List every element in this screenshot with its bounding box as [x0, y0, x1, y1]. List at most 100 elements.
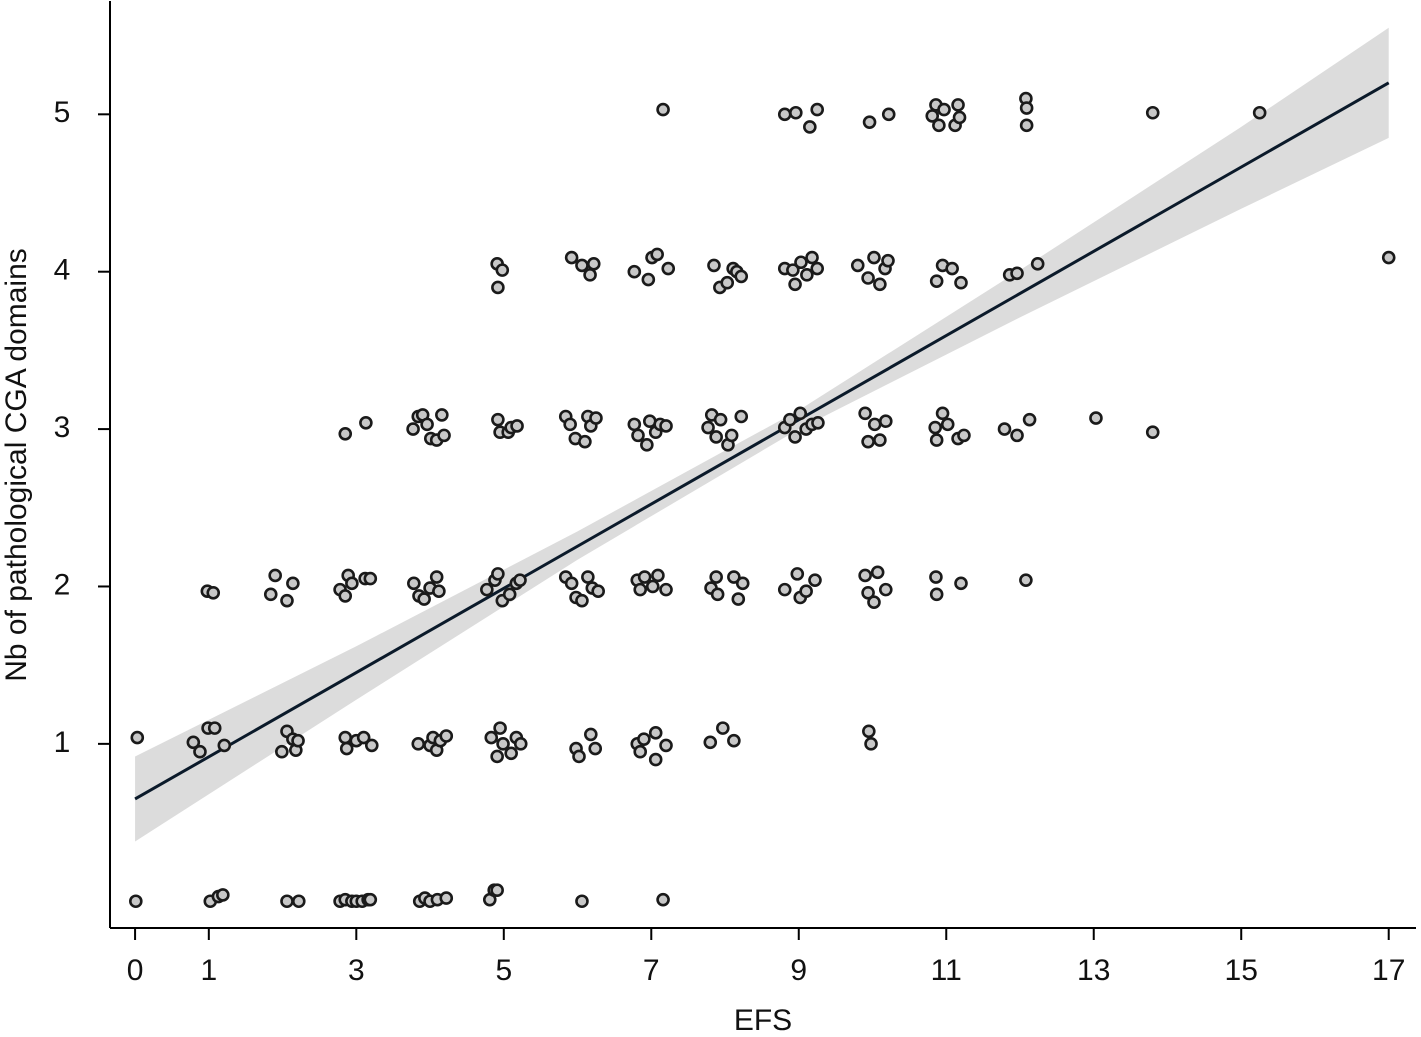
data-point	[495, 263, 510, 277]
y-tick-label: 4	[54, 254, 71, 287]
data-point	[338, 730, 353, 745]
data-point	[710, 587, 725, 602]
data-point	[637, 732, 651, 746]
data-point	[572, 749, 586, 764]
data-point	[364, 738, 379, 753]
data-point	[800, 268, 814, 282]
data-point	[504, 746, 518, 761]
data-point	[659, 582, 673, 597]
data-point	[490, 749, 504, 764]
data-point	[731, 592, 746, 606]
data-point	[564, 250, 579, 265]
data-point	[656, 102, 670, 117]
data-point	[861, 434, 875, 449]
data-point	[275, 744, 289, 759]
x-tick-label: 17	[1372, 954, 1405, 987]
data-point	[586, 257, 601, 271]
x-tick-label: 1	[200, 954, 217, 987]
data-point	[491, 412, 505, 427]
data-point	[878, 582, 893, 597]
data-point	[788, 430, 802, 444]
data-point	[268, 568, 282, 583]
data-point	[940, 417, 955, 432]
data-point	[735, 576, 750, 591]
data-point	[709, 430, 723, 444]
data-point	[286, 576, 300, 591]
data-point	[734, 409, 749, 424]
data-point	[633, 744, 648, 759]
data-point	[280, 593, 294, 608]
data-point	[633, 582, 648, 597]
data-point	[862, 724, 876, 739]
data-point	[734, 269, 749, 284]
data-point	[805, 250, 819, 265]
data-point	[263, 587, 278, 602]
data-point	[1010, 266, 1024, 281]
data-point	[186, 735, 201, 750]
data-point	[867, 417, 882, 432]
data-point	[339, 741, 354, 756]
data-point	[661, 261, 676, 276]
x-tick-label: 0	[127, 954, 144, 987]
data-point	[407, 576, 421, 591]
data-point	[858, 406, 872, 421]
data-point	[727, 570, 741, 584]
data-point	[937, 102, 951, 117]
data-point	[363, 571, 378, 586]
data-point	[788, 277, 802, 292]
data-point	[881, 253, 895, 268]
data-point	[873, 433, 887, 447]
data-point	[862, 115, 877, 129]
data-point	[803, 120, 817, 134]
data-point	[789, 105, 803, 120]
data-point	[720, 275, 735, 290]
y-tick-label: 5	[54, 96, 71, 129]
data-point	[129, 894, 143, 909]
data-point	[777, 107, 792, 122]
data-point	[929, 274, 944, 288]
data-point	[417, 592, 431, 606]
data-point	[207, 721, 222, 735]
data-point	[709, 570, 723, 584]
data-point	[1252, 105, 1267, 120]
data-point	[1030, 257, 1045, 271]
data-point	[1019, 101, 1034, 115]
data-point	[650, 247, 664, 262]
data-point	[513, 737, 528, 751]
data-point	[790, 567, 805, 581]
data-point	[359, 415, 373, 430]
data-point	[641, 272, 656, 287]
confidence-band	[135, 27, 1389, 842]
data-point	[429, 570, 444, 584]
data-point	[716, 721, 730, 735]
data-point	[724, 428, 739, 443]
data-point	[997, 422, 1012, 436]
data-point	[881, 107, 896, 122]
data-point	[929, 433, 944, 447]
data-point	[627, 417, 642, 432]
data-point	[929, 587, 944, 602]
data-point	[850, 258, 865, 273]
data-point	[929, 570, 943, 584]
data-point	[502, 587, 517, 602]
data-point	[420, 417, 434, 432]
data-point	[935, 406, 950, 421]
data-point	[513, 573, 527, 587]
y-tick-label: 3	[54, 411, 71, 444]
data-point	[564, 576, 579, 591]
data-point	[945, 261, 959, 276]
data-point	[703, 735, 718, 750]
data-point	[810, 261, 825, 276]
data-point	[783, 412, 797, 427]
data-point	[581, 570, 595, 584]
data-point	[645, 579, 660, 594]
data-point	[1145, 105, 1160, 120]
data-point	[864, 737, 878, 751]
data-point	[707, 258, 721, 273]
data-point	[648, 726, 663, 740]
x-axis-label: EFS	[734, 1004, 792, 1037]
x-tick-label: 9	[790, 954, 807, 987]
data-point	[575, 894, 589, 909]
data-point	[786, 263, 800, 277]
